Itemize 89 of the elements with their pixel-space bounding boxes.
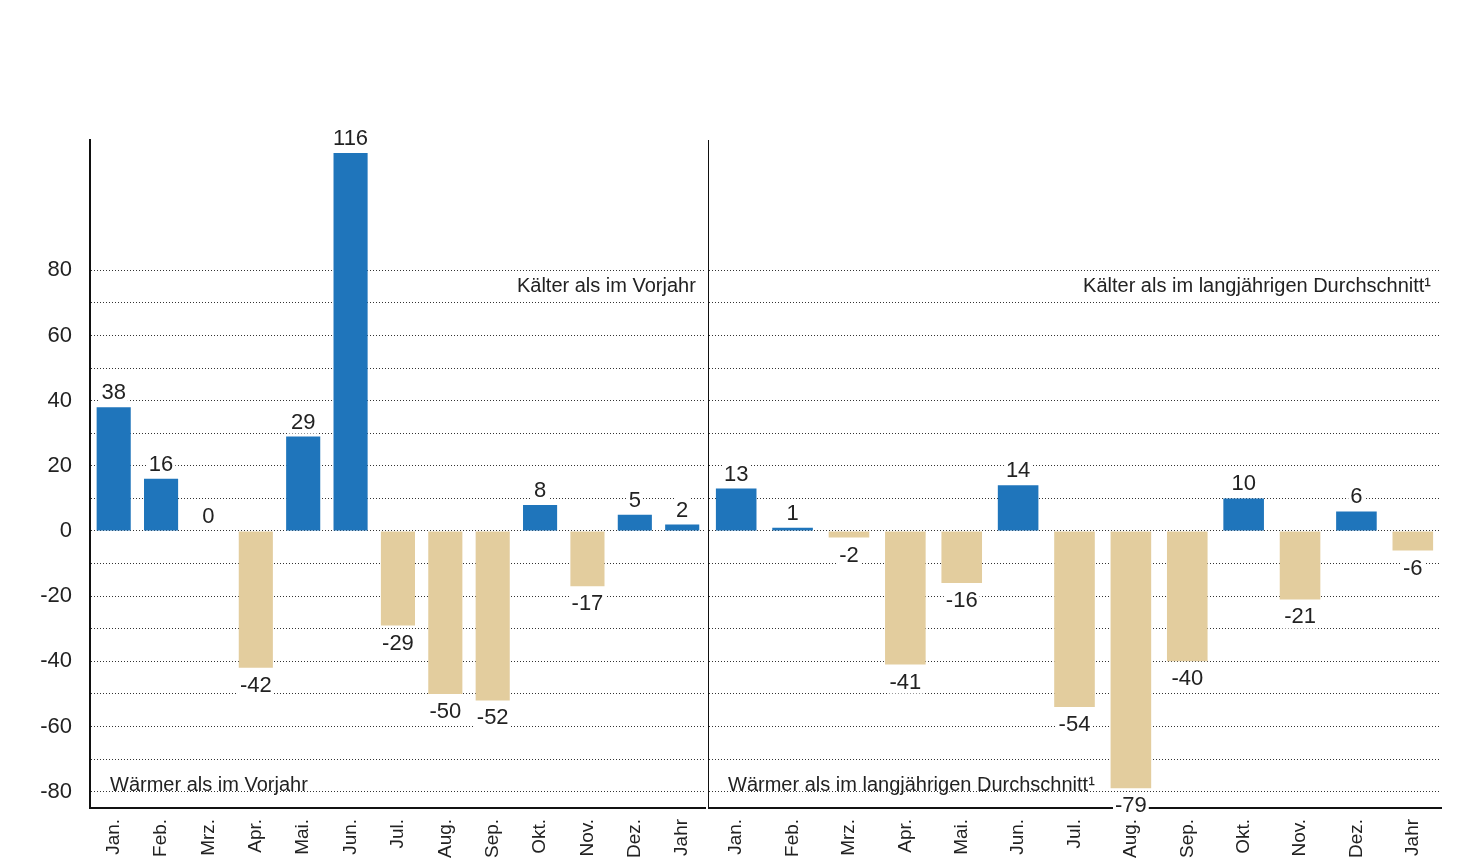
- x-tick-label: Okt.: [528, 818, 550, 854]
- x-tick-label: Jun.: [1006, 818, 1028, 855]
- y-tick-label: -20: [40, 582, 72, 608]
- y-tick-label: 80: [47, 256, 72, 282]
- annotation: Kälter als im langjährigen Durchschnitt¹: [1083, 274, 1432, 297]
- annotation: Wärmer als im Vorjahr: [110, 772, 309, 795]
- bar: [1392, 531, 1434, 551]
- x-tick-label: Apr.: [244, 818, 266, 853]
- x-tick-label: Mai.: [291, 818, 313, 855]
- bar: [286, 436, 321, 531]
- bar: [665, 524, 700, 531]
- x-tick-label: Nov.: [575, 818, 597, 857]
- y-tick-label: 40: [47, 386, 72, 412]
- bar: [96, 407, 131, 531]
- bar: [1336, 511, 1377, 531]
- bar: [523, 504, 558, 531]
- x-tick-label: Sep.: [1175, 818, 1197, 859]
- y-tick-label: 20: [47, 451, 72, 477]
- x-tick-label: Jahr: [1401, 818, 1423, 856]
- y-tick-label: -60: [40, 712, 72, 738]
- bar: [238, 531, 273, 668]
- x-tick-label: Feb.: [780, 818, 802, 857]
- x-tick-label: Mrz.: [196, 818, 218, 856]
- data-label: 2: [676, 496, 689, 522]
- y-tick-label: 0: [59, 517, 72, 543]
- bar: [380, 531, 415, 626]
- bar: [828, 531, 870, 538]
- data-label: 1: [786, 499, 799, 525]
- bar: [1223, 498, 1264, 531]
- data-label: -54: [1058, 710, 1091, 736]
- data-label: 13: [723, 460, 749, 486]
- bar: [1279, 531, 1321, 600]
- x-tick-label: Apr.: [893, 818, 915, 853]
- x-tick-label: Mai.: [949, 818, 971, 855]
- bar: [617, 514, 652, 531]
- data-label: 16: [148, 450, 174, 476]
- x-tick-label: Jan.: [724, 818, 746, 855]
- data-label: -42: [239, 671, 272, 697]
- data-label: -17: [571, 590, 604, 616]
- data-label: 10: [1231, 470, 1256, 496]
- data-label: 5: [628, 486, 641, 512]
- bar: [885, 531, 926, 665]
- bar: [428, 531, 463, 694]
- x-tick-label: Sep.: [480, 818, 502, 859]
- data-label: 38: [101, 379, 126, 405]
- x-tick-label: Dez.: [623, 818, 645, 858]
- data-label: -21: [1284, 603, 1316, 629]
- bar: [144, 478, 179, 531]
- data-label: -16: [945, 587, 978, 613]
- data-label: -41: [889, 668, 922, 694]
- x-tick-label: Nov.: [1288, 818, 1310, 857]
- y-tick-label: 60: [47, 321, 72, 347]
- data-label: 6: [1350, 483, 1363, 509]
- x-tick-label: Feb.: [149, 818, 171, 857]
- annotation: Wärmer als im langjährigen Durchschnitt¹: [728, 772, 1096, 795]
- x-tick-label: Dez.: [1344, 818, 1366, 858]
- x-tick-label: Jan.: [101, 818, 123, 855]
- data-label: -40: [1171, 665, 1204, 691]
- data-label: 14: [1005, 457, 1031, 483]
- bar: [475, 531, 510, 701]
- data-label: -50: [429, 697, 462, 723]
- bar: [941, 531, 983, 584]
- data-label: 0: [202, 503, 215, 529]
- bar: [1110, 531, 1152, 789]
- x-tick-label: Jahr: [670, 818, 692, 856]
- y-tick-label: -80: [40, 777, 72, 803]
- bar: [1166, 531, 1208, 662]
- data-label: -79: [1114, 792, 1147, 818]
- bar: [1054, 531, 1095, 707]
- bar: [997, 485, 1039, 531]
- data-label: -6: [1403, 554, 1423, 580]
- data-label: -52: [476, 704, 509, 730]
- bar: [570, 531, 605, 587]
- bar: [715, 488, 757, 531]
- x-tick-label: Okt.: [1231, 818, 1253, 854]
- x-tick-label: Jul.: [386, 818, 408, 849]
- data-label: 8: [533, 476, 547, 502]
- data-label: 29: [290, 408, 316, 434]
- x-tick-label: Aug.: [433, 818, 455, 859]
- data-label: -29: [382, 629, 414, 655]
- bar: [333, 153, 368, 531]
- x-tick-label: Jun.: [338, 818, 360, 855]
- y-tick-label: -40: [40, 647, 72, 673]
- x-tick-label: Aug.: [1119, 818, 1141, 859]
- data-label: -2: [839, 541, 859, 567]
- data-label: 116: [333, 125, 369, 151]
- x-tick-label: Mrz.: [837, 818, 859, 856]
- x-tick-label: Jul.: [1062, 818, 1084, 849]
- annotation: Kälter als im Vorjahr: [516, 274, 697, 297]
